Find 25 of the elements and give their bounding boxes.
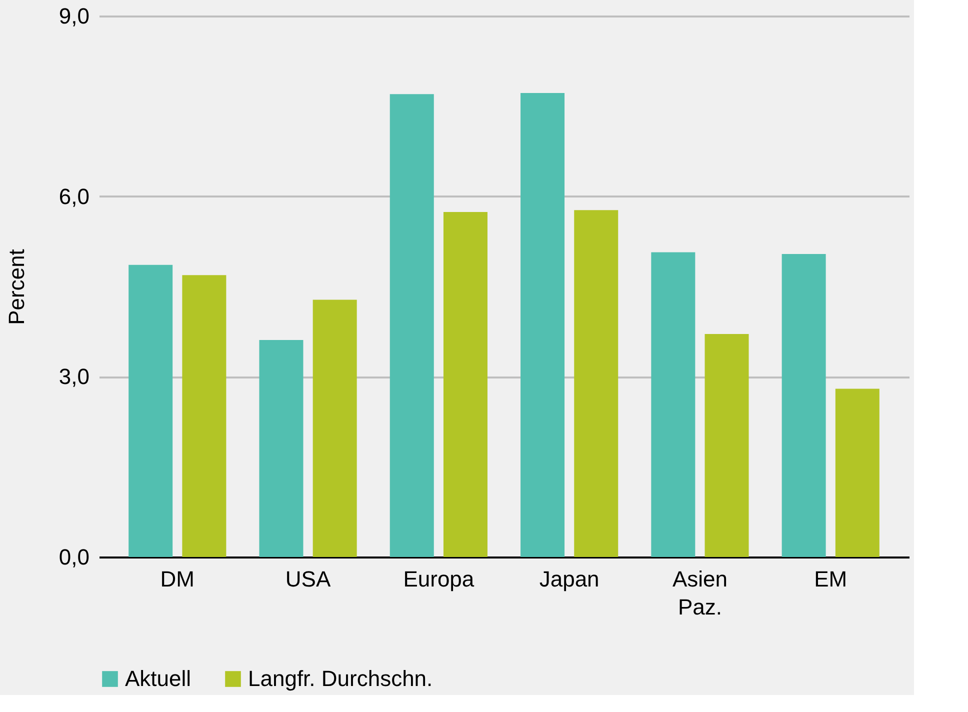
bar: [312, 300, 357, 557]
bar: [182, 275, 226, 557]
x-tick-label: Europa: [403, 566, 475, 592]
bar: [390, 94, 434, 557]
x-tick-label: USA: [285, 566, 331, 592]
legend-label: Aktuell: [125, 666, 192, 691]
x-tick-label: DM: [160, 566, 194, 592]
x-tick-label: Asien Paz.: [672, 566, 728, 620]
x-tick-label: EM: [814, 566, 848, 592]
bar: [704, 334, 749, 557]
bar: [782, 254, 826, 557]
bar: [574, 210, 618, 557]
bar: [259, 340, 304, 557]
y-tick-label: 6,0: [58, 184, 90, 209]
bar: [651, 252, 696, 557]
y-tick-label: 9,0: [58, 4, 90, 28]
bar: [128, 264, 173, 557]
y-tick-label: 0,0: [58, 544, 90, 570]
bar: [443, 212, 488, 557]
x-tick-label: Japan: [539, 566, 600, 592]
bar: [520, 92, 565, 557]
bar: [835, 388, 880, 557]
legend-label: Langfr. Durchschn.: [248, 666, 433, 691]
y-axis-title: Percent: [4, 249, 29, 325]
y-tick-label: 3,0: [58, 364, 90, 390]
